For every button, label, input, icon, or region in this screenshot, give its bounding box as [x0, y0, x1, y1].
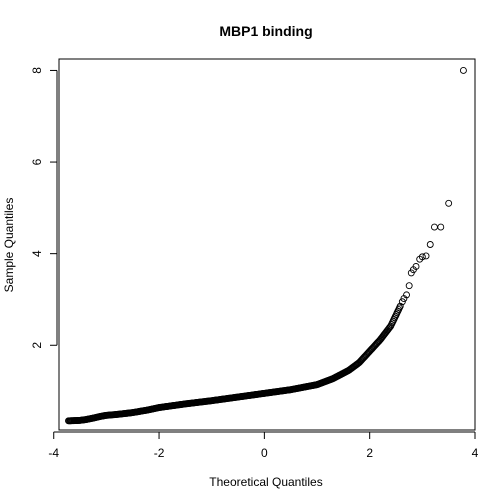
x-tick-label: 0 — [261, 446, 268, 460]
data-point — [426, 241, 434, 248]
plot-frame — [58, 58, 476, 431]
data-points — [65, 66, 467, 425]
chart-title: MBP1 binding — [219, 23, 312, 39]
data-point — [405, 282, 413, 290]
data-point — [412, 263, 420, 270]
y-tick-label: 2 — [30, 342, 44, 349]
x-tick-label: 4 — [472, 446, 479, 460]
data-point — [445, 199, 453, 207]
data-point — [431, 223, 438, 231]
x-tick-label: -2 — [154, 446, 165, 460]
y-axis-label: Sample Quantiles — [2, 198, 16, 293]
y-tick-label: 4 — [30, 250, 44, 257]
data-point — [459, 66, 467, 74]
data-point — [418, 253, 426, 261]
x-axis: -4 -2 0 2 4 — [48, 431, 479, 460]
data-point — [385, 324, 393, 332]
x-tick-label: 2 — [366, 446, 373, 460]
data-point — [396, 302, 404, 310]
x-tick-label: -4 — [48, 446, 59, 460]
x-axis-label: Theoretical Quantiles — [209, 475, 322, 489]
data-point — [422, 252, 430, 260]
y-tick-label: 6 — [30, 158, 44, 165]
y-tick-label: 8 — [30, 67, 44, 74]
data-point — [403, 291, 410, 299]
data-point — [437, 223, 445, 231]
data-point — [398, 298, 406, 306]
y-axis: 2 4 6 8 — [30, 67, 58, 349]
